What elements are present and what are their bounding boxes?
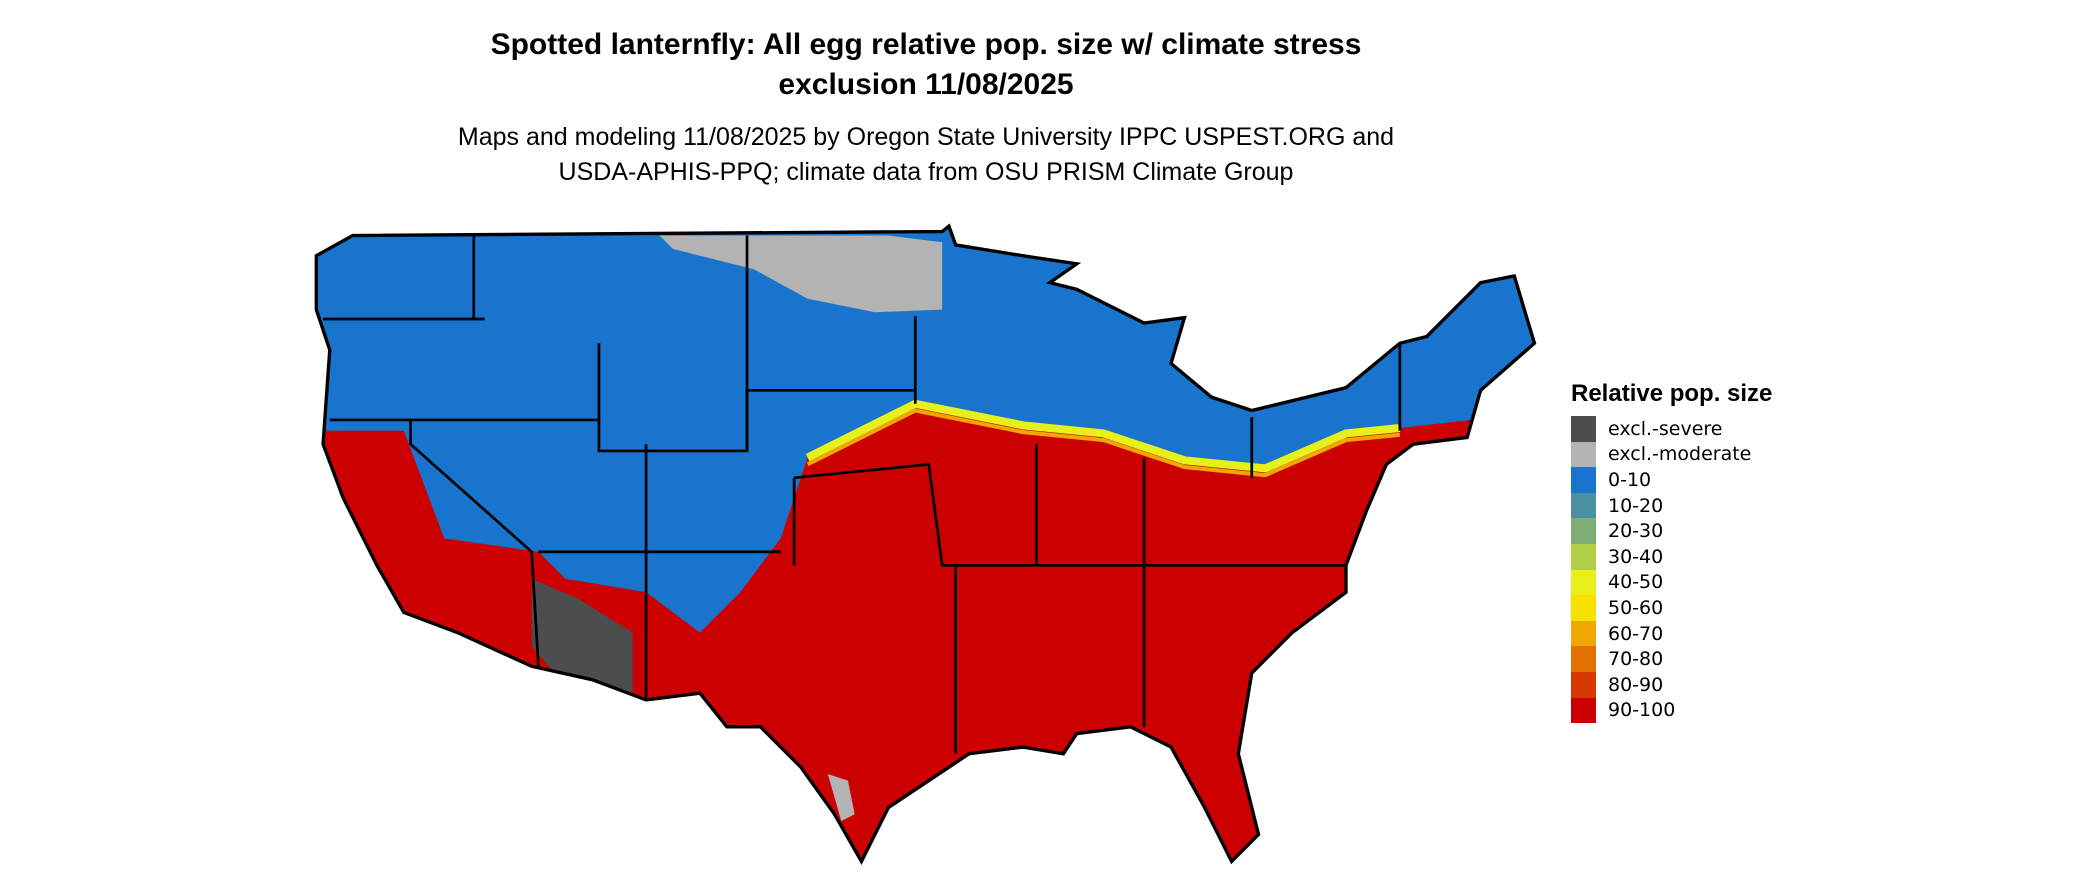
legend-swatch (1571, 620, 1596, 647)
legend-swatch (1571, 441, 1596, 468)
map-subtitle-line1: Maps and modeling 11/08/2025 by Oregon S… (457, 123, 1395, 151)
legend-label: 40-50 (1608, 571, 1664, 594)
legend-swatch (1571, 595, 1596, 621)
legend-label: 50-60 (1608, 596, 1664, 619)
legend-label: 60-70 (1608, 622, 1664, 645)
legend-item: 90-100 (1571, 697, 1772, 724)
legend-swatch (1571, 467, 1596, 493)
legend-label: excl.-severe (1608, 417, 1723, 440)
legend-items: excl.-severe excl.-moderate 0-10 10-20 20-30… (1571, 416, 1772, 724)
map-title-line2: exclusion 11/08/2025 (778, 68, 1074, 101)
legend-swatch (1571, 543, 1596, 570)
legend-label: 90-100 (1608, 699, 1676, 722)
legend-item: 60-70 (1571, 620, 1772, 647)
legend: Relative pop. size excl.-severe excl.-mod… (1571, 380, 1773, 724)
legend-item: excl.-severe (1571, 416, 1772, 442)
legend-swatch (1571, 416, 1596, 442)
legend-label: 0-10 (1608, 468, 1652, 491)
state-borders (323, 235, 1402, 754)
legend-item: 0-10 (1571, 467, 1772, 493)
legend-swatch (1571, 646, 1596, 672)
legend-swatch (1571, 569, 1596, 596)
legend-item: 20-30 (1571, 518, 1772, 544)
legend-item: excl.-moderate (1571, 441, 1772, 468)
transition-band (805, 399, 1401, 473)
region-excl-moderate-north (659, 235, 943, 313)
legend-swatch (1571, 518, 1596, 544)
legend-swatch (1571, 492, 1596, 519)
region-excl-moderate-texas (827, 773, 855, 822)
region-excl-severe-arizona (531, 578, 633, 700)
legend-label: 70-80 (1608, 648, 1664, 671)
legend-item: 70-80 (1571, 646, 1772, 672)
legend-item: 40-50 (1571, 569, 1772, 596)
legend-title: Relative pop. size (1571, 380, 1773, 407)
legend-item: 80-90 (1571, 671, 1772, 698)
map-title-line1: Spotted lanternfly: All egg relative pop… (490, 28, 1362, 61)
legend-item: 50-60 (1571, 595, 1772, 621)
legend-label: 20-30 (1608, 520, 1664, 543)
legend-item: 30-40 (1571, 543, 1772, 570)
legend-swatch (1571, 697, 1596, 724)
legend-item: 10-20 (1571, 492, 1772, 519)
transition-band-orange (806, 408, 1401, 478)
legend-label: excl.-moderate (1608, 443, 1752, 466)
legend-label: 80-90 (1608, 673, 1664, 696)
legend-swatch (1571, 671, 1596, 698)
legend-label: 30-40 (1608, 545, 1664, 568)
map-subtitle-line2: USDA-APHIS-PPQ; climate data from OSU PR… (558, 158, 1294, 186)
legend-label: 10-20 (1608, 494, 1664, 517)
